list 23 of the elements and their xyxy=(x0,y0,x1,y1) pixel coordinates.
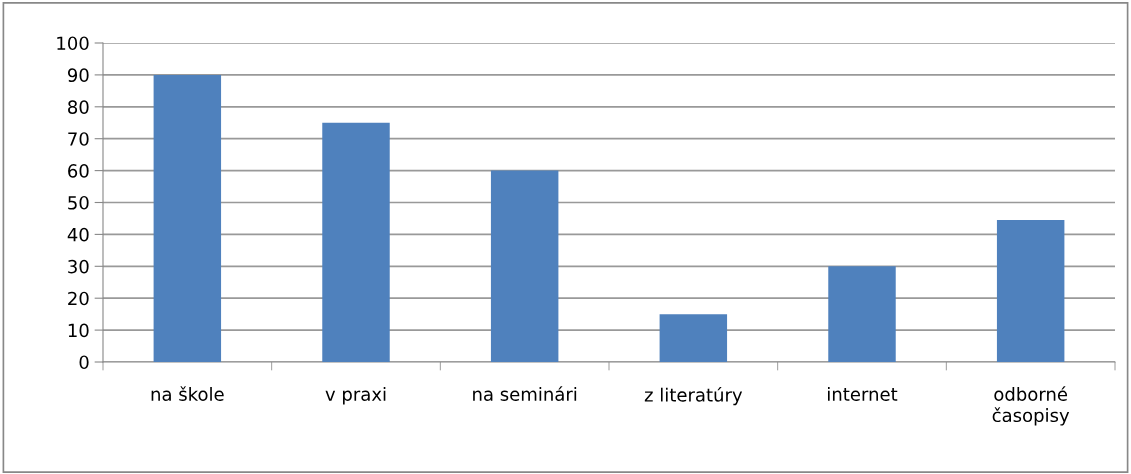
y-tick-label: 40 xyxy=(67,227,89,242)
y-tick-label: 90 xyxy=(67,68,89,83)
bar xyxy=(828,266,896,362)
x-tick-label: na seminári xyxy=(473,386,577,401)
y-tick-label: 50 xyxy=(68,195,89,210)
x-tick-label: v praxi xyxy=(325,387,386,405)
y-tick-label: 60 xyxy=(68,164,89,178)
x-tick-label: z literatúry xyxy=(644,387,743,406)
bar xyxy=(996,220,1065,362)
y-tick-label: 70 xyxy=(68,132,89,146)
x-tick-label: odborné časopisy xyxy=(992,386,1070,426)
bar xyxy=(153,74,222,362)
y-tick-label: 10 xyxy=(68,323,89,338)
bar xyxy=(322,122,390,362)
x-tick-label: na škole xyxy=(151,386,224,401)
bar xyxy=(490,170,559,362)
bar xyxy=(659,314,728,362)
y-tick-label: 80 xyxy=(68,100,89,114)
x-tick-label: internet xyxy=(828,387,898,401)
y-tick-label: 30 xyxy=(68,259,89,274)
y-tick-label: 0 xyxy=(79,355,89,370)
y-tick-label: 100 xyxy=(57,36,89,51)
y-tick-label: 20 xyxy=(68,291,89,306)
